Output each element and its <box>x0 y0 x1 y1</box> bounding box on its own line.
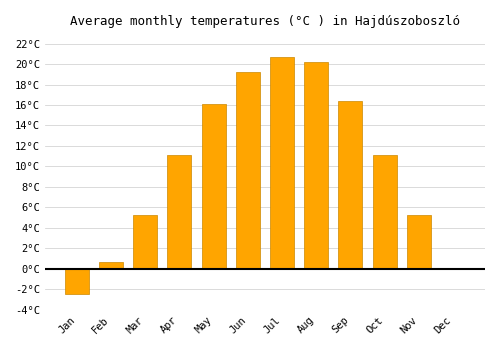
Bar <box>99 262 123 269</box>
Bar <box>372 155 396 269</box>
Bar <box>134 215 157 269</box>
Bar <box>236 72 260 269</box>
Bar <box>304 62 328 269</box>
Bar <box>202 104 226 269</box>
Bar <box>65 269 89 294</box>
Bar <box>338 101 362 269</box>
Bar <box>168 155 192 269</box>
Bar <box>270 57 294 269</box>
Title: Average monthly temperatures (°C ) in Hajdúszoboszló: Average monthly temperatures (°C ) in Ha… <box>70 15 460 28</box>
Bar <box>407 215 431 269</box>
